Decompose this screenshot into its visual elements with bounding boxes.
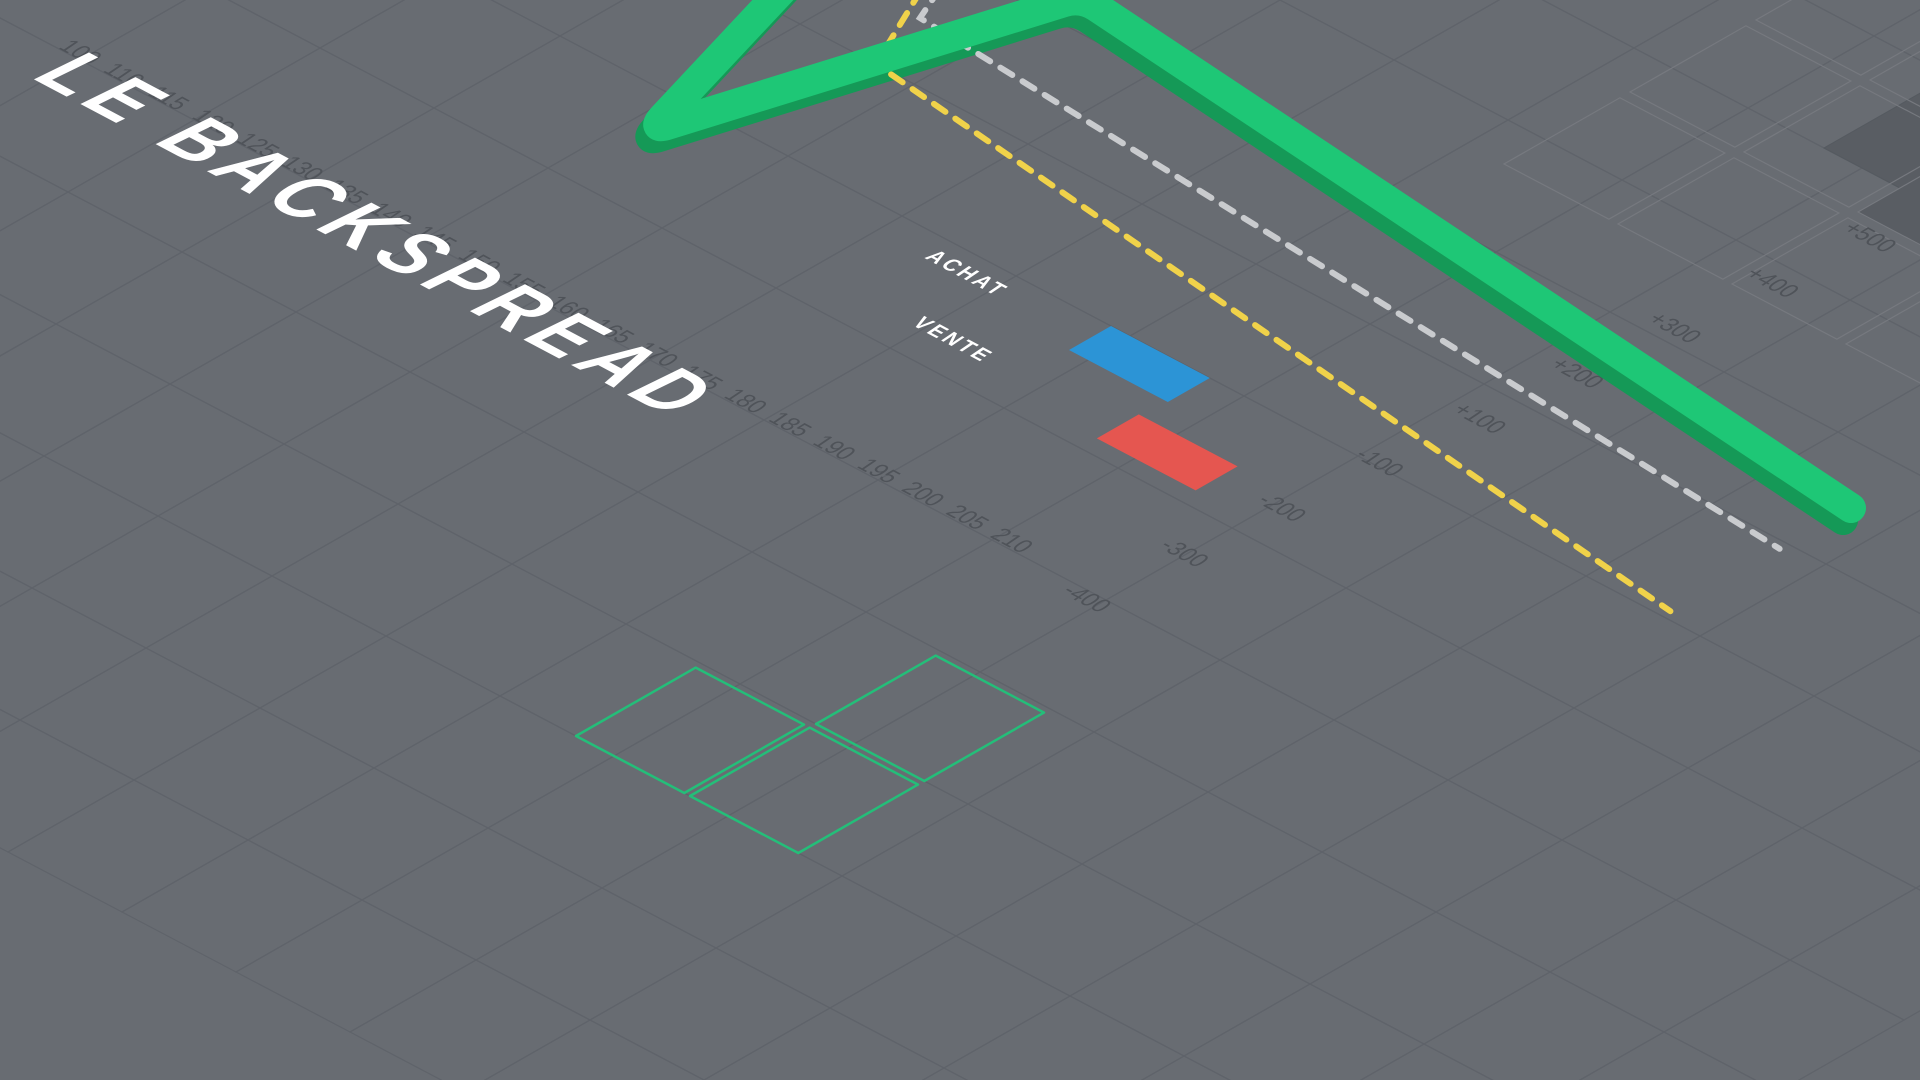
scene-svg: +600+500+400+300+200+100-100-200-300-400… <box>0 0 1920 1080</box>
infographic-stage: +600+500+400+300+200+100-100-200-300-400… <box>0 0 1920 1080</box>
